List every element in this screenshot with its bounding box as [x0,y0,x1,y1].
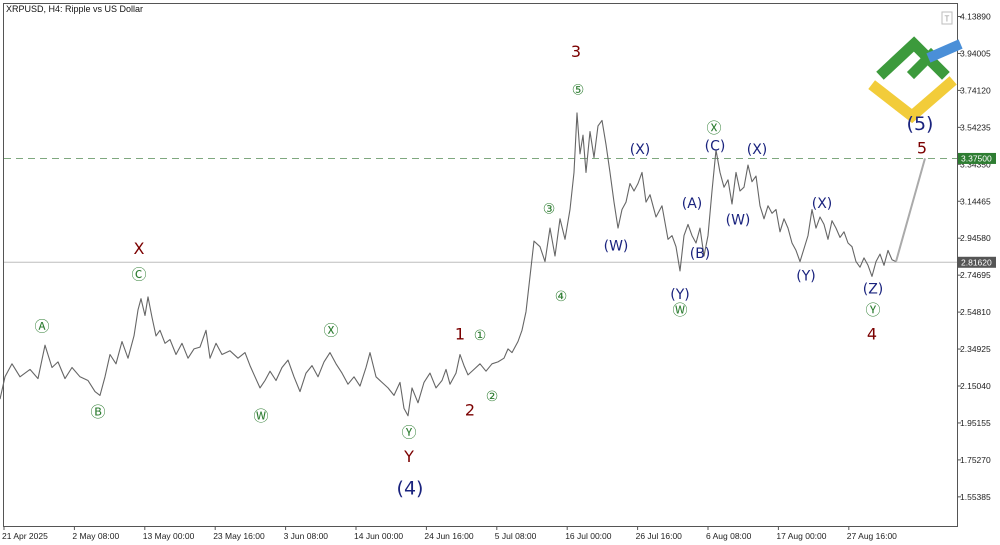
wave-label: Ⓧ [706,119,721,137]
y-tick-label: 4.13890 [960,12,991,22]
y-tick-label: 2.54810 [960,307,991,317]
wave-label: 1 [455,325,465,344]
y-tick-label: 3.74120 [960,85,991,95]
wave-label: ④ [555,289,568,305]
wave-label: (W) [726,213,751,229]
y-tick-label: 1.95155 [960,418,991,428]
wave-label: (Z) [863,281,884,297]
wave-label: X [134,239,145,258]
wave-label: (5) [907,113,934,135]
wave-label: 3 [571,42,581,61]
wave-label: Ⓐ [34,318,49,336]
wave-label: (B) [690,246,711,262]
x-tick-label: 26 Jul 16:00 [636,531,683,541]
x-tick-label: 2 May 08:00 [72,531,119,541]
wave-label: Ⓨ [865,301,880,319]
wave-label: Ⓦ [672,301,687,319]
y-tick-label: 2.34925 [960,344,991,354]
wave-label: 2 [465,401,475,420]
wave-label: (A) [682,196,703,212]
wave-label: ③ [543,202,556,218]
x-tick-label: 27 Aug 16:00 [847,531,897,541]
wave-label: (X) [747,142,768,158]
wave-label: (4) [397,477,424,499]
plot-frame [3,3,958,527]
y-tick-label: 2.74695 [960,270,991,280]
wave-label: (Y) [670,287,689,303]
x-tick-label: 14 Jun 00:00 [354,531,403,541]
wave-label: ② [486,389,499,405]
x-tick-label: 21 Apr 2025 [2,531,48,541]
wave-label: ① [474,328,487,344]
y-tick-label: 3.14465 [960,196,991,206]
x-tick-label: 5 Jul 08:00 [495,531,537,541]
wave-label: Ⓒ [131,266,146,284]
wave-label: (X) [812,196,833,212]
wave-label: 4 [867,325,877,344]
svg-text:3.37500: 3.37500 [961,153,992,163]
price-axis-label: 2.81620 [958,256,996,268]
corner-toggle-button[interactable]: T [941,11,953,25]
x-tick-label: 13 May 00:00 [143,531,195,541]
logo-icon [868,36,963,124]
price-series-line [0,112,897,417]
wave-label: (W) [604,239,629,255]
x-tick-label: 23 May 16:00 [213,531,265,541]
wave-label: ⑤ [572,83,585,99]
y-tick-label: 3.34350 [960,159,991,169]
wave-label: (C) [705,138,726,154]
y-tick-label: 2.15040 [960,381,991,391]
corner-toggle-icon: T [945,15,950,24]
svg-text:2.81620: 2.81620 [961,257,992,267]
y-tick-label: 1.75270 [960,455,991,465]
price-axis-label: 3.37500 [958,152,996,164]
x-tick-label: 3 Jun 08:00 [284,531,329,541]
y-tick-label: 2.94580 [960,233,991,243]
wave-label: (X) [630,142,651,158]
wave-label: Y [403,447,414,466]
wave-label: (Y) [796,268,815,284]
projection-line [895,158,926,262]
wave-label: Ⓨ [401,424,416,442]
wave-label: 5 [917,139,927,158]
wave-label: Ⓧ [323,321,338,339]
y-tick-label: 3.94005 [960,48,991,58]
chart-title: XRPUSD, H4: Ripple vs US Dollar [6,4,143,14]
x-tick-label: 24 Jun 16:00 [424,531,473,541]
y-tick-label: 1.55385 [960,492,991,502]
wave-label: Ⓑ [90,403,105,421]
wave-label: Ⓦ [253,407,268,425]
x-tick-label: 16 Jul 00:00 [565,531,612,541]
y-tick-label: 3.54235 [960,122,991,132]
x-tick-label: 6 Aug 08:00 [706,531,752,541]
x-tick-label: 17 Aug 00:00 [776,531,826,541]
